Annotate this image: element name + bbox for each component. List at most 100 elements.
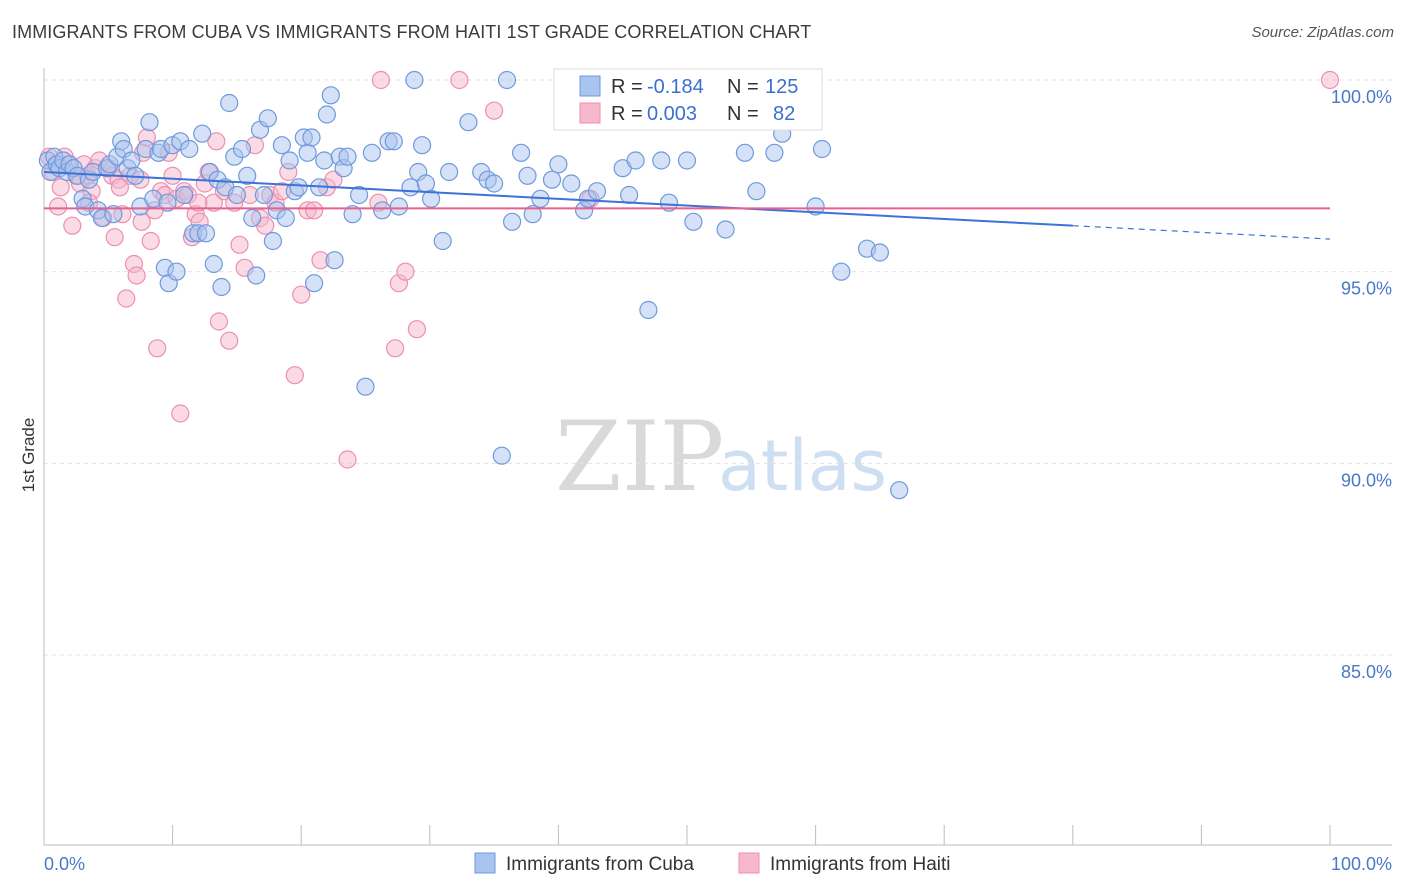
point-cuba-84: [405, 70, 424, 90]
point-cuba-117: [765, 143, 784, 162]
point-haiti-4: [51, 178, 70, 197]
point-cuba-34: [167, 262, 186, 281]
point-haiti-18: [105, 228, 124, 247]
point-cuba-102: [549, 155, 568, 174]
point-cuba-96: [502, 212, 522, 231]
legend-n-value-haiti: 82: [773, 103, 795, 125]
point-cuba-126: [158, 193, 177, 212]
point-cuba-90: [459, 113, 478, 132]
point-haiti-60: [292, 285, 311, 304]
point-cuba-108: [626, 151, 645, 170]
point-cuba-116: [747, 182, 766, 201]
point-cuba-76: [350, 185, 369, 205]
point-cuba-115: [735, 143, 755, 162]
point-cuba-89: [433, 231, 452, 251]
point-haiti-49: [230, 235, 249, 254]
point-haiti-30: [148, 339, 167, 358]
point-haiti-24: [127, 266, 146, 285]
legend-n-label-cuba: N =: [727, 76, 759, 98]
point-cuba-125: [317, 105, 336, 124]
point-cuba-65: [298, 143, 317, 162]
top-legend: R = -0.184 N = 125 R = 0.003 N = 82: [553, 68, 823, 131]
point-cuba-49: [227, 185, 246, 205]
trend-lines: [43, 171, 1331, 240]
point-haiti-70: [396, 262, 415, 281]
y-axis-title: 1st Grade: [19, 418, 38, 493]
point-cuba-61: [280, 151, 299, 170]
point-cuba-27: [140, 113, 159, 132]
point-cuba-88: [422, 189, 441, 208]
y-tick-label-95: 95.0%: [1341, 279, 1392, 299]
point-haiti-7: [63, 216, 82, 235]
point-cuba-60: [276, 208, 295, 228]
point-haiti-62: [305, 201, 324, 220]
bottom-legend-label-haiti[interactable]: Immigrants from Haiti: [770, 854, 951, 875]
point-cuba-99: [523, 205, 542, 224]
point-cuba-97: [511, 143, 531, 162]
bottom-legend-swatch-cuba[interactable]: [474, 852, 496, 874]
source-label: Source: ZipAtlas.com: [1251, 24, 1394, 41]
point-cuba-128: [619, 185, 639, 205]
legend-r-value-cuba: -0.184: [647, 76, 704, 98]
legend-r-value-haiti: 0.003: [647, 103, 697, 125]
point-cuba-95: [497, 70, 517, 90]
point-cuba-66: [302, 128, 321, 147]
point-cuba-109: [639, 300, 658, 320]
point-cuba-113: [684, 212, 703, 231]
point-cuba-114: [716, 220, 735, 239]
point-cuba-78: [362, 143, 381, 162]
watermark: ZIP atlas: [555, 401, 887, 513]
bottom-legend-swatch-haiti[interactable]: [738, 852, 760, 874]
point-cuba-50: [232, 139, 252, 159]
point-haiti-78: [189, 193, 208, 212]
point-haiti-36: [171, 404, 190, 423]
point-cuba-67: [305, 274, 324, 293]
point-cuba-63: [289, 178, 308, 197]
point-haiti-65: [324, 170, 343, 189]
point-haiti-3: [48, 197, 68, 216]
point-cuba-74: [338, 147, 357, 166]
point-cuba-81: [384, 132, 403, 151]
legend-r-label-haiti: R =: [611, 103, 643, 125]
point-cuba-23: [122, 151, 141, 170]
legend-swatch-cuba: [579, 75, 601, 97]
point-haiti-81: [110, 178, 130, 197]
point-cuba-111: [659, 193, 679, 212]
point-haiti-77: [207, 132, 226, 151]
watermark-zip: ZIP: [555, 401, 724, 513]
point-cuba-71: [325, 251, 344, 270]
watermark-atlas: atlas: [718, 425, 887, 507]
point-cuba-75: [343, 205, 362, 224]
point-cuba-37: [180, 139, 199, 159]
x-tick-label-max: 100.0%: [1331, 854, 1392, 874]
point-cuba-51: [238, 166, 257, 185]
point-cuba-120: [832, 262, 851, 281]
y-tick-label-100: 100.0%: [1331, 87, 1392, 107]
x-ticks: [43, 825, 1331, 845]
point-haiti-59: [285, 366, 304, 385]
trend-line-cuba-extension: [1072, 225, 1331, 240]
point-cuba-69: [315, 151, 334, 170]
x-tick-label-min: 0.0%: [44, 854, 85, 874]
point-cuba-53: [247, 266, 266, 285]
point-haiti-34: [163, 166, 182, 185]
point-cuba-56: [258, 109, 277, 128]
point-cuba-110: [652, 151, 671, 170]
point-cuba-18: [104, 205, 123, 224]
point-haiti-72: [371, 70, 390, 90]
point-cuba-94: [492, 446, 511, 465]
point-cuba-119: [806, 197, 825, 216]
point-cuba-87: [416, 174, 435, 193]
point-cuba-52: [243, 208, 262, 228]
point-cuba-103: [562, 174, 581, 193]
point-cuba-123: [890, 481, 909, 500]
point-haiti-74: [485, 101, 504, 120]
point-cuba-127: [440, 162, 459, 182]
point-cuba-57: [263, 231, 282, 251]
bottom-legend-label-cuba[interactable]: Immigrants from Cuba: [506, 854, 694, 875]
point-haiti-45: [209, 312, 228, 331]
point-haiti-68: [386, 339, 405, 358]
legend-r-label-cuba: R =: [611, 76, 643, 98]
point-haiti-66: [338, 450, 357, 469]
